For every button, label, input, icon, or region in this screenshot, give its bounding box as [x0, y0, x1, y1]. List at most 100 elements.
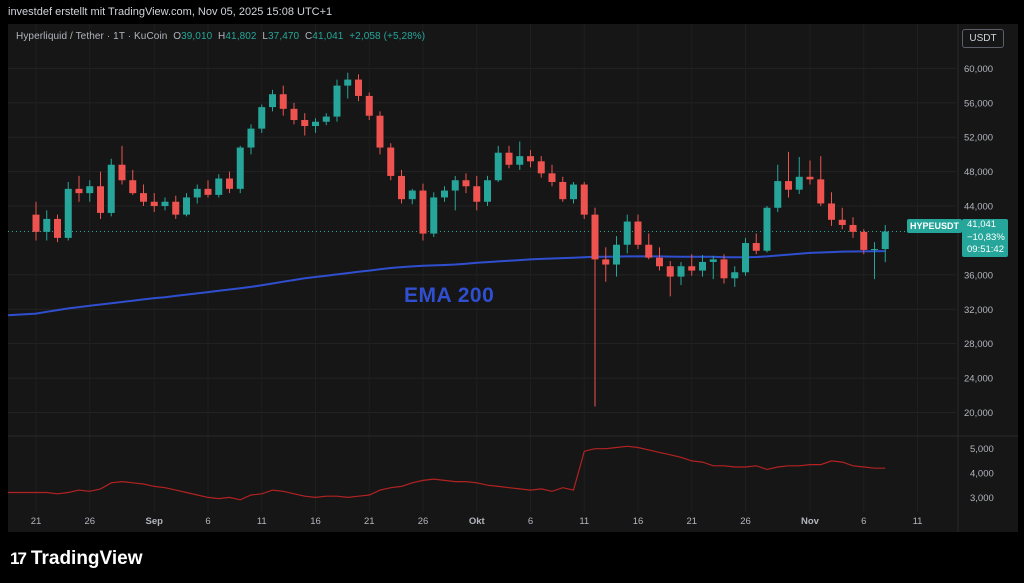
legend-high: 41,802 — [225, 31, 257, 42]
candle-up — [430, 197, 438, 234]
candle-up — [193, 188, 201, 198]
candle-up — [699, 261, 706, 271]
candle-up — [516, 156, 524, 165]
candle-down — [75, 188, 83, 194]
candle-down — [634, 221, 642, 245]
x-tick-label: 16 — [310, 516, 321, 527]
candle-down — [860, 231, 868, 250]
x-tick-label: 26 — [418, 516, 429, 527]
candle-down — [645, 244, 653, 258]
candle-down — [204, 188, 212, 195]
bar-countdown: 09:51:42 — [967, 244, 1004, 255]
candle-down — [720, 259, 728, 279]
x-tick-label: 11 — [913, 516, 923, 527]
currency-button[interactable]: USDT — [962, 29, 1004, 48]
x-tick-label: Nov — [801, 516, 820, 527]
y-tick-label: 48,000 — [964, 167, 993, 178]
candle-down — [602, 259, 610, 265]
candle-up — [43, 218, 51, 232]
candle-up — [107, 164, 115, 213]
y-tick-label: 20,000 — [964, 408, 993, 419]
osc-tick-label: 3,000 — [970, 493, 994, 504]
legend-change: +2,058 (+5,28%) — [349, 31, 426, 42]
chart-panel[interactable]: 60,000 56,000 52,000 48,000 44,000 36,000 32,0… — [8, 24, 1018, 532]
candle-up — [258, 107, 266, 129]
candle-up — [441, 190, 448, 198]
y-tick-label: 32,000 — [964, 305, 993, 316]
candle-down — [806, 176, 814, 180]
candle-up — [269, 94, 276, 108]
y-tick-label: 24,000 — [964, 374, 993, 385]
y-tick-label: 52,000 — [964, 133, 993, 144]
candle-down — [376, 115, 384, 148]
legend-high-key: H — [218, 31, 226, 42]
candle-down — [473, 186, 481, 202]
symbol-badge: HYPEUSDT — [907, 219, 963, 233]
candle-up — [312, 121, 319, 127]
ema-annotation: EMA 200 — [404, 284, 495, 307]
ema-200-line — [8, 250, 886, 317]
candle-up — [763, 207, 771, 251]
candle-up — [742, 243, 749, 273]
x-tick-label: 6 — [861, 516, 866, 527]
candle-down — [301, 120, 309, 127]
candle-down — [785, 181, 792, 190]
y-tick-label: 28,000 — [964, 339, 993, 350]
candle-up — [333, 85, 341, 117]
legend-open: 39,010 — [181, 31, 213, 42]
x-tick-label: 21 — [31, 516, 42, 527]
x-tick-label: 16 — [633, 516, 644, 527]
osc-tick-label: 5,000 — [970, 444, 994, 455]
candle-down — [656, 257, 663, 267]
candle-down — [527, 156, 534, 162]
tradingview-logo-icon: 17 — [10, 549, 27, 568]
candle-down — [118, 164, 126, 181]
candle-down — [548, 173, 556, 182]
candle-down — [828, 203, 835, 220]
y-tick-label: 36,000 — [964, 270, 993, 281]
y-tick-label: 56,000 — [964, 98, 993, 109]
x-tick-label: 6 — [528, 516, 533, 527]
x-tick-label: 26 — [84, 516, 95, 527]
x-tick-label: 11 — [257, 516, 267, 527]
candle-up — [677, 266, 685, 277]
candle-down — [688, 266, 696, 271]
candle-up — [484, 180, 491, 202]
candle-up — [731, 272, 739, 279]
candle-down — [398, 175, 405, 200]
candle-up — [871, 249, 878, 251]
candle-down — [279, 94, 287, 109]
x-tick-label: 21 — [364, 516, 375, 527]
legend-symbol: Hyperliquid / Tether · 1T · KuCoin — [16, 31, 168, 42]
candle-down — [32, 214, 40, 232]
candle-up — [881, 231, 889, 250]
candle-up — [236, 147, 244, 189]
legend-low-key: L — [262, 31, 268, 42]
legend-close-key: C — [304, 31, 313, 42]
candle-up — [623, 221, 631, 245]
y-tick-label: 44,000 — [964, 202, 993, 213]
candle-down — [537, 161, 545, 174]
candle-down — [559, 181, 567, 200]
legend-low: 37,470 — [268, 31, 300, 42]
candle-down — [172, 201, 180, 215]
candle-up — [451, 180, 459, 191]
last-price-change: −10,83% — [967, 231, 1005, 243]
candle-up — [86, 186, 94, 194]
last-price: 41,041 — [967, 219, 997, 230]
candle-up — [64, 188, 72, 238]
chart-canvas[interactable]: 60,000 56,000 52,000 48,000 44,000 36,000 32,0… — [8, 24, 1018, 532]
legend-close: 41,041 — [312, 31, 344, 42]
caption: investdef erstellt mit TradingView.com, … — [8, 6, 333, 18]
candle-up — [709, 259, 717, 262]
candle-down — [817, 179, 825, 204]
candle-down — [355, 79, 362, 96]
candle-up — [215, 178, 223, 195]
candle-down — [666, 266, 674, 277]
candle-down — [419, 190, 427, 234]
legend-open-key: O — [173, 31, 182, 42]
candle-up — [161, 201, 169, 207]
osc-tick-label: 4,000 — [970, 469, 994, 480]
candle-down — [365, 95, 373, 116]
